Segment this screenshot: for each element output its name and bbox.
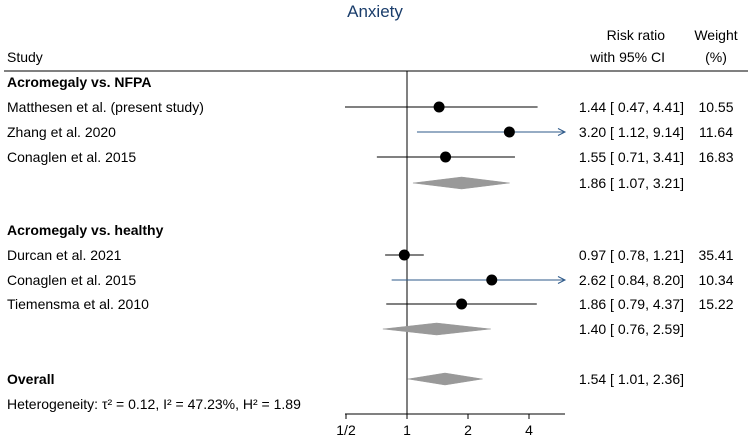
overall-pooled-diamond-ci-text: 1.54 [ 1.01, 2.36] [579, 371, 684, 387]
study-label: Tiemensma et al. 2010 [7, 296, 149, 312]
ci-text: 1.44 [ 0.47, 4.41] [579, 99, 684, 115]
point-estimate-marker [440, 151, 452, 163]
point-estimate-marker [456, 298, 468, 310]
group-header: Acromegaly vs. NFPA [7, 74, 151, 90]
study-label: Conaglen et al. 2015 [7, 149, 136, 165]
point-estimate-marker [433, 101, 445, 113]
rr-header-line2: with 95% CI [589, 49, 665, 65]
chart-title: Anxiety [347, 2, 403, 21]
x-axis-tick-label: 2 [464, 422, 472, 438]
weight-value: 35.41 [698, 247, 733, 263]
subgroup-pooled-diamond-ci-text: 1.86 [ 1.07, 3.21] [579, 175, 684, 191]
weight-header-line1: Weight [694, 27, 737, 43]
point-estimate-marker [486, 274, 498, 286]
group-header: Acromegaly vs. healthy [7, 222, 164, 238]
subgroup-pooled-diamond [382, 322, 491, 336]
subgroup-pooled-diamond [412, 176, 510, 190]
weight-value: 16.83 [698, 149, 733, 165]
weight-value: 11.64 [699, 124, 733, 140]
ci-text: 0.97 [ 0.78, 1.21] [579, 247, 684, 263]
ci-text: 1.86 [ 0.79, 4.37] [579, 296, 684, 312]
heterogeneity-text: Heterogeneity: τ² = 0.12, I² = 47.23%, H… [7, 396, 301, 412]
weight-value: 10.34 [698, 272, 733, 288]
point-estimate-marker [503, 126, 515, 138]
weight-header-line2: (%) [705, 49, 727, 65]
ci-text: 2.62 [ 0.84, 8.20] [579, 272, 684, 288]
ci-text: 1.55 [ 0.71, 3.41] [579, 149, 684, 165]
point-estimate-marker [398, 249, 410, 261]
study-label: Zhang et al. 2020 [7, 124, 116, 140]
x-axis-tick-label: 1 [403, 422, 411, 438]
weight-value: 15.22 [698, 296, 733, 312]
ci-text: 3.20 [ 1.12, 9.14] [579, 124, 684, 140]
x-axis-tick-label: 1/2 [336, 422, 356, 438]
study-column-header: Study [7, 49, 43, 65]
subgroup-pooled-diamond-ci-text: 1.40 [ 0.76, 2.59] [579, 321, 684, 337]
study-label: Matthesen et al. (present study) [7, 99, 204, 115]
weight-value: 10.55 [698, 99, 733, 115]
ci-arrow [557, 276, 567, 284]
ci-arrow [557, 128, 567, 136]
study-label: Conaglen et al. 2015 [7, 272, 136, 288]
overall-pooled-diamond [407, 372, 483, 386]
rr-header-line1: Risk ratio [607, 27, 666, 43]
overall-label: Overall [7, 371, 54, 387]
study-label: Durcan et al. 2021 [7, 247, 122, 263]
x-axis-tick-label: 4 [525, 422, 533, 438]
